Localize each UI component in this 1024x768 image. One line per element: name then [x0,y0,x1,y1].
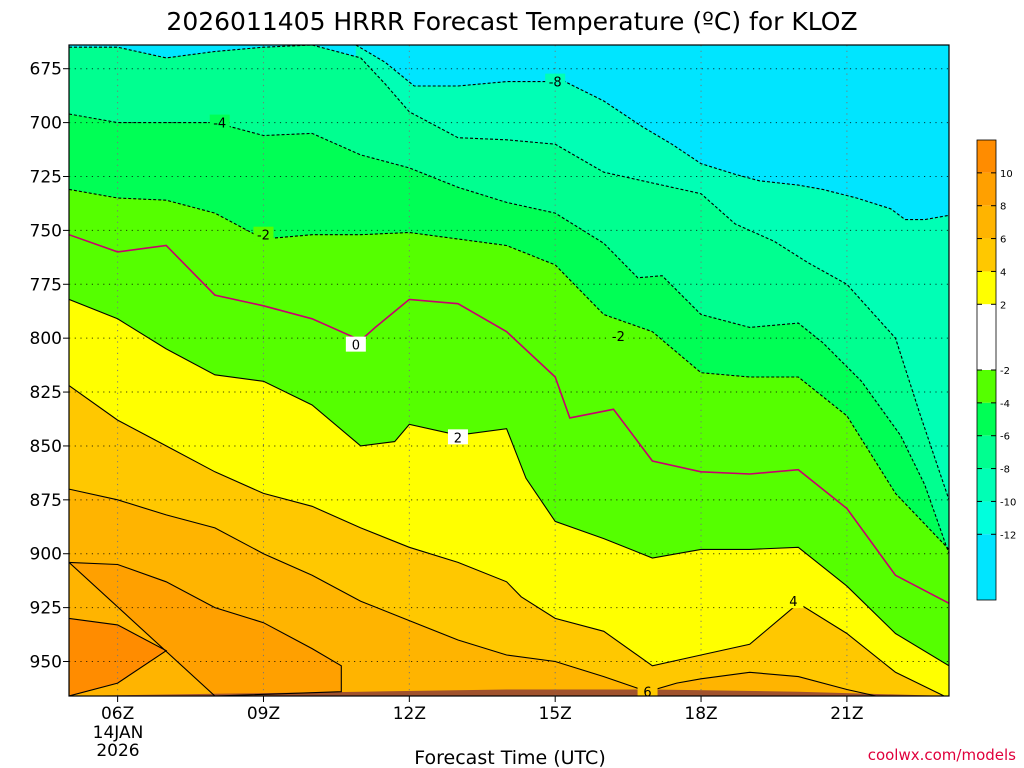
axes-frame [68,44,950,697]
colorbar-band--10 [977,468,996,502]
ytick-label-725: 725 [30,167,62,187]
isotherm-6 [69,488,877,696]
isotherm-label--4: -4 [213,117,226,132]
colorbar-band--6 [977,402,996,436]
colorbar-label--2: -2 [1000,366,1010,377]
ytick-label-700: 700 [30,114,62,134]
isotherm-label-0: 0 [352,339,360,354]
credit-link[interactable]: coolwx.com/models [868,746,1016,764]
colorbar-band-8 [977,172,996,206]
xtick-label-6: 06Z [101,704,134,724]
ytick-label-875: 875 [30,491,62,511]
ytick-label-750: 750 [30,221,62,241]
ytick-label-775: 775 [30,275,62,295]
pressure-axis: 675 700 725 750 775 800 825 850 875 900 925 950 [30,60,69,673]
isotherm-label2--2: -2 [612,330,625,345]
x-axis-label: Forecast Time (UTC) [414,747,605,768]
colorbar-label-6: 6 [1000,235,1006,246]
isotherm--6 [69,45,949,500]
colorbar-band-4 [977,238,996,272]
xtick-label-9: 09Z [247,704,280,724]
colorbar-band--16 [977,534,996,600]
ytick-label-950: 950 [30,653,62,673]
colorbar-label-8: 8 [1000,202,1006,213]
isotherm-label-bg [783,593,804,609]
colorbar-label-2: 2 [1000,300,1006,311]
isotherm-label-bg [608,328,629,344]
isotherm-label-2: 2 [454,431,462,446]
colorbar-band--4 [977,370,996,403]
isotherm-label--2: -2 [257,229,270,244]
xtick-label-21: 21Z [830,704,863,724]
xtick-label-12: 12Z [393,704,426,724]
isotherm--2 [69,188,949,550]
xtick-label-15: 15Z [539,704,572,724]
band-8 [69,562,342,696]
colorbar-band-10 [977,140,996,173]
chart-title: 2026011405 HRRR Forecast Temperature (ºC… [166,7,857,36]
colorbar-band-6 [977,205,996,239]
date-label-year: 2026 [96,741,139,761]
colorbar-label-10: 10 [1000,169,1013,180]
colorbar-label--12: -12 [1000,530,1016,541]
date-label-day: 14JAN [93,723,144,743]
colorbar-label-4: 4 [1000,267,1006,278]
plot-area [69,45,949,696]
ytick-label-675: 675 [30,60,62,80]
isotherm-10 [69,617,168,696]
isotherm-2 [69,298,949,667]
colorbar-label--4: -4 [1000,399,1010,410]
time-axis: 06Z 09Z 12Z 15Z 18Z 21Z [101,696,864,724]
isotherm-8 [69,561,342,696]
isotherm-label--8: -8 [549,76,562,91]
ytick-label-850: 850 [30,437,62,457]
colorbar-label--10: -10 [1000,497,1016,508]
isotherm-label-bg [209,114,230,130]
ytick-label-900: 900 [30,545,62,565]
plot-frame [68,44,950,697]
ytick-label-800: 800 [30,329,62,349]
colorbar: 10 8 6 4 2 -2 -4 -6 -8 -10 -12 [976,139,1016,601]
isotherm-label-bg [253,226,274,242]
isotherm-label-bg [345,336,366,352]
colorbar-band--12 [977,501,996,535]
isotherm--8 [355,45,949,221]
isotherm-label-bg [637,683,658,696]
isotherm-0 [69,233,949,605]
colorbar-band--2 [977,304,996,370]
isotherm-contours: -8 -4 -2 -2 0 2 4 6 [69,45,949,701]
grid-lines [69,45,949,696]
isotherm-label-bg [447,429,468,445]
isotherm-label-4: 4 [789,595,797,610]
ytick-label-925: 925 [30,599,62,619]
isotherm-4 [69,385,945,696]
isotherm-label-6: 6 [643,686,651,701]
isotherm--4 [69,113,949,554]
colorbar-label--6: -6 [1000,432,1010,443]
colorbar-label--8: -8 [1000,465,1010,476]
colorbar-band--8 [977,435,996,469]
ground [69,689,949,696]
ytick-label-825: 825 [30,383,62,403]
isotherm-label-bg [545,73,566,89]
xtick-label-18: 18Z [684,704,717,724]
colorbar-band-2 [977,271,996,305]
